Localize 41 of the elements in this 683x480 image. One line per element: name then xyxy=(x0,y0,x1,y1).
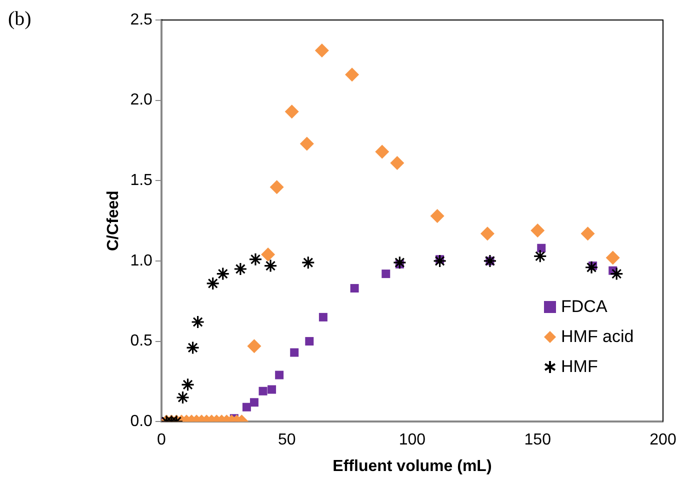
legend-label: FDCA xyxy=(561,296,608,318)
point xyxy=(382,270,390,278)
y-tick-label: 1.5 xyxy=(130,172,153,190)
point xyxy=(537,244,546,252)
y-axis-title: C/Cfeed xyxy=(105,190,122,252)
y-tick-label: 2.5 xyxy=(130,11,153,28)
x-tick-label: 50 xyxy=(278,432,296,449)
point xyxy=(530,223,545,238)
text: (b) xyxy=(8,8,32,31)
x-axis-title: Effluent volume (mL) xyxy=(332,458,492,475)
point xyxy=(216,267,230,281)
point xyxy=(350,284,359,293)
y-tick-label: 2.0 xyxy=(130,92,153,109)
y-tick-label: 0.5 xyxy=(130,332,153,350)
y-tick-label: 0.0 xyxy=(130,413,153,430)
legend-label: HMF xyxy=(561,356,598,378)
point xyxy=(480,226,494,241)
point xyxy=(483,254,497,268)
point xyxy=(261,248,276,262)
y-tick-label: 1.0 xyxy=(130,252,153,270)
x-tick-label: 100 xyxy=(398,432,426,449)
point xyxy=(533,249,547,263)
point xyxy=(610,267,624,281)
point xyxy=(584,260,598,274)
point xyxy=(580,226,595,241)
x-tick-label: 200 xyxy=(650,432,676,449)
legend-label: HMF acid xyxy=(561,326,634,348)
x-tick-label: 150 xyxy=(524,432,552,449)
point xyxy=(206,276,220,290)
point xyxy=(301,256,315,270)
point xyxy=(270,180,284,194)
point xyxy=(248,252,262,266)
point xyxy=(433,254,447,268)
point xyxy=(264,258,278,273)
point xyxy=(606,250,620,265)
point xyxy=(234,262,248,276)
point xyxy=(392,256,406,270)
point xyxy=(318,312,328,322)
point xyxy=(191,315,205,329)
x-tick-label: 0 xyxy=(156,432,166,449)
point xyxy=(430,208,444,223)
